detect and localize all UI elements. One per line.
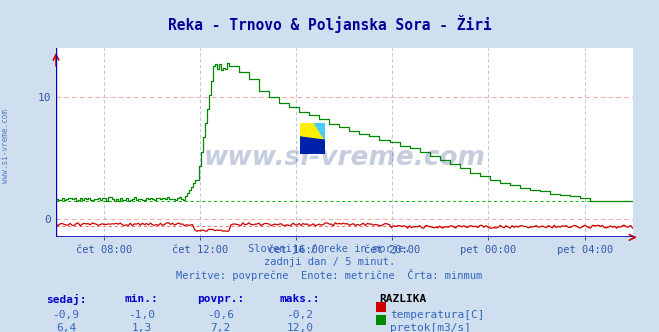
Text: -0,2: -0,2 <box>287 310 313 320</box>
Text: pretok[m3/s]: pretok[m3/s] <box>390 323 471 332</box>
Text: 6,4: 6,4 <box>56 323 76 332</box>
Polygon shape <box>300 137 325 154</box>
Text: Reka - Trnovo & Poljanska Sora - Žiri: Reka - Trnovo & Poljanska Sora - Žiri <box>167 15 492 33</box>
Text: zadnji dan / 5 minut.: zadnji dan / 5 minut. <box>264 257 395 267</box>
Text: 1,3: 1,3 <box>132 323 152 332</box>
Text: Meritve: povprečne  Enote: metrične  Črta: minmum: Meritve: povprečne Enote: metrične Črta:… <box>177 269 482 281</box>
Text: www.si-vreme.com: www.si-vreme.com <box>1 109 10 183</box>
Text: povpr.:: povpr.: <box>197 294 244 304</box>
Polygon shape <box>314 123 325 140</box>
Text: min.:: min.: <box>125 294 159 304</box>
Text: RAZLIKA: RAZLIKA <box>379 294 426 304</box>
Text: Slovenija / reke in morje.: Slovenija / reke in morje. <box>248 244 411 254</box>
Text: sedaj:: sedaj: <box>45 294 86 305</box>
Text: www.si-vreme.com: www.si-vreme.com <box>204 145 485 171</box>
Text: -1,0: -1,0 <box>129 310 155 320</box>
Text: -0,9: -0,9 <box>53 310 79 320</box>
Text: -0,6: -0,6 <box>208 310 234 320</box>
Text: 7,2: 7,2 <box>211 323 231 332</box>
Text: temperatura[C]: temperatura[C] <box>390 310 484 320</box>
Text: maks.:: maks.: <box>279 294 320 304</box>
Polygon shape <box>300 123 325 142</box>
Text: 12,0: 12,0 <box>287 323 313 332</box>
